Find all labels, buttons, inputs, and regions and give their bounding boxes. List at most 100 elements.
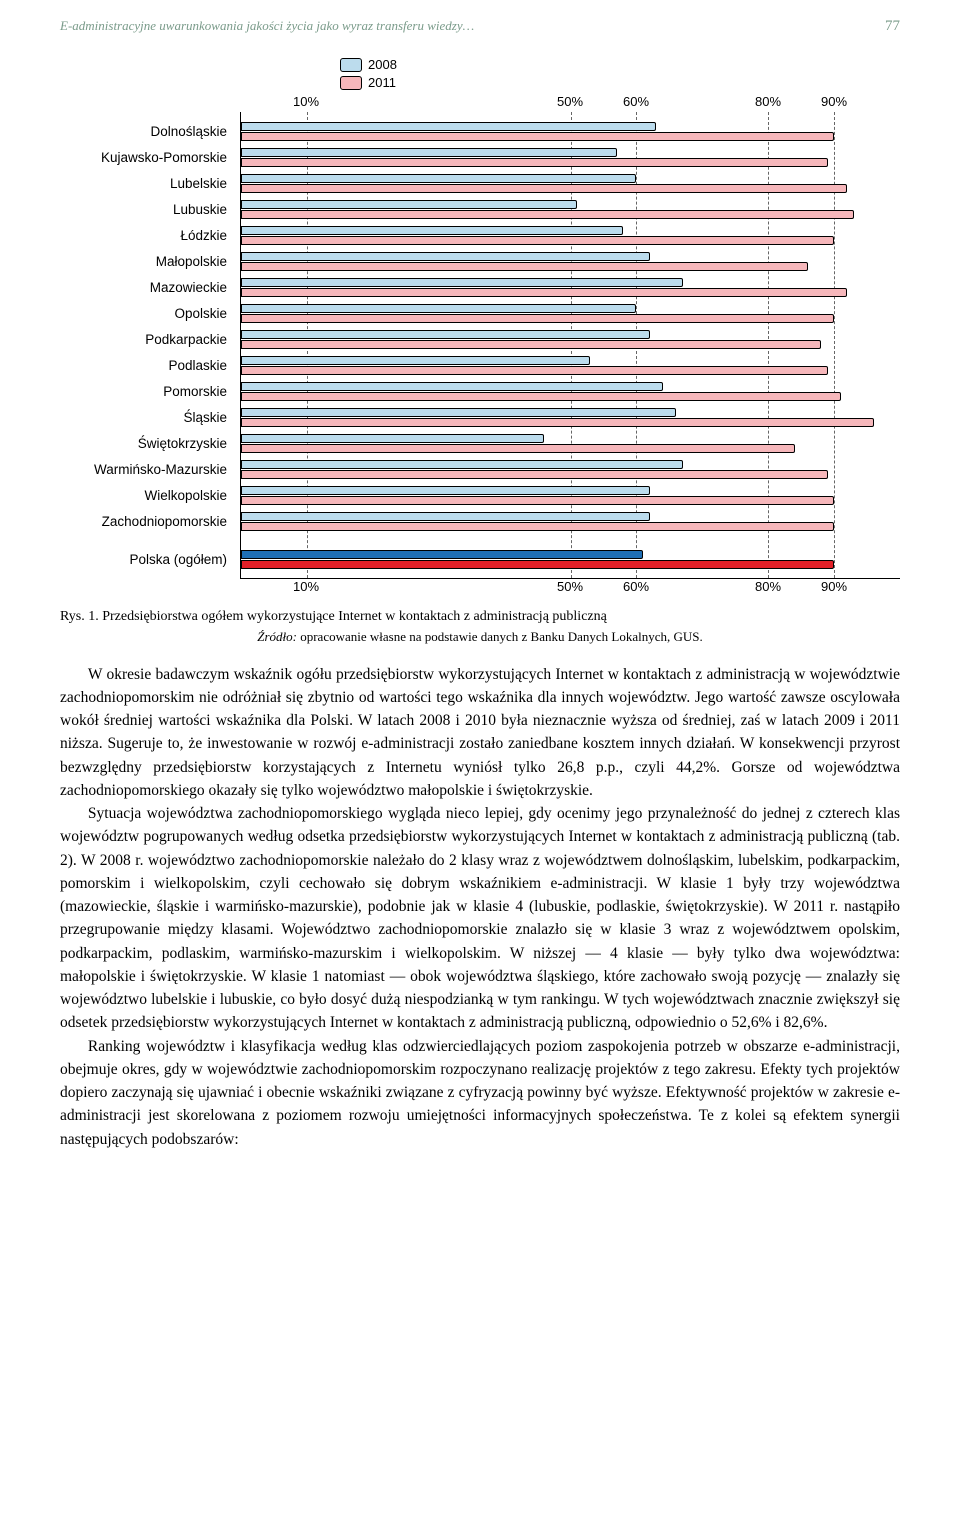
bar-2011 [241, 444, 795, 453]
chart-row: Podkarpackie [241, 326, 900, 352]
chart-row: Opolskie [241, 300, 900, 326]
bar-2011 [241, 262, 808, 271]
bar-2011 [241, 132, 834, 141]
chart-row: Śląskie [241, 404, 900, 430]
chart-row: Lubelskie [241, 170, 900, 196]
chart-body: DolnośląskieKujawsko-PomorskieLubelskieL… [240, 112, 900, 579]
row-label: Pomorskie [55, 384, 235, 399]
paragraph: W okresie badawczym wskaźnik ogółu przed… [60, 663, 900, 803]
axis-tick: 80% [755, 94, 781, 109]
chart-row: Wielkopolskie [241, 482, 900, 508]
axis-top: 10% 50% 60% 80% 90% [240, 94, 900, 112]
bar-2008 [241, 304, 636, 313]
chart-row: Polska (ogółem) [241, 546, 900, 572]
chart-row: Podlaskie [241, 352, 900, 378]
bar-2011 [241, 392, 841, 401]
bar-2008 [241, 408, 676, 417]
bar-2008 [241, 200, 577, 209]
axis-tick: 10% [293, 579, 319, 594]
row-label: Zachodniopomorskie [55, 514, 235, 529]
running-header: E-administracyjne uwarunkowania jakości … [0, 0, 960, 43]
chart-row: Lubuskie [241, 196, 900, 222]
axis-tick: 50% [557, 94, 583, 109]
bar-2011 [241, 340, 821, 349]
legend-label: 2011 [368, 75, 396, 90]
row-label: Podkarpackie [55, 332, 235, 347]
bar-2008 [241, 434, 544, 443]
chart-legend: 2008 2011 [340, 57, 900, 90]
bar-2011 [241, 366, 828, 375]
caption-prefix: Rys. 1. [60, 609, 99, 624]
chart-row: Mazowieckie [241, 274, 900, 300]
legend-item: 2008 [340, 57, 900, 72]
running-title: E-administracyjne uwarunkowania jakości … [60, 18, 865, 34]
row-label: Śląskie [55, 410, 235, 425]
paragraph: Sytuacja województwa zachodniopomorskieg… [60, 802, 900, 1035]
bar-2011 [241, 522, 834, 531]
legend-swatch-2011 [340, 76, 362, 90]
row-label: Kujawsko-Pomorskie [55, 150, 235, 165]
source-label: Źródło: [257, 629, 297, 644]
bar-2008 [241, 356, 590, 365]
bar-2011 [241, 288, 847, 297]
chart-row: Świętokrzyskie [241, 430, 900, 456]
axis-tick: 90% [821, 94, 847, 109]
axis-tick: 60% [623, 94, 649, 109]
bar-2011 [241, 560, 834, 569]
chart-row: Dolnośląskie [241, 118, 900, 144]
figure-caption: Rys. 1. Przedsiębiorstwa ogółem wykorzys… [60, 607, 900, 627]
chart-row: Łódzkie [241, 222, 900, 248]
bar-2008 [241, 226, 623, 235]
bar-2011 [241, 470, 828, 479]
axis-tick: 10% [293, 94, 319, 109]
chart-row: Warmińsko-Mazurskie [241, 456, 900, 482]
chart-row: Zachodniopomorskie [241, 508, 900, 534]
page-number: 77 [885, 18, 900, 35]
bar-2011 [241, 496, 834, 505]
bar-2008 [241, 460, 683, 469]
chart-row: Małopolskie [241, 248, 900, 274]
chart-row: Kujawsko-Pomorskie [241, 144, 900, 170]
caption-text: Przedsiębiorstwa ogółem wykorzystujące I… [102, 609, 607, 624]
legend-label: 2008 [368, 57, 397, 72]
body-text: W okresie badawczym wskaźnik ogółu przed… [60, 663, 900, 1151]
bar-2008 [241, 512, 650, 521]
bar-2008 [241, 278, 683, 287]
row-label: Wielkopolskie [55, 488, 235, 503]
bar-2008 [241, 486, 650, 495]
bar-2011 [241, 418, 874, 427]
bar-2008 [241, 550, 643, 559]
axis-tick: 90% [821, 579, 847, 594]
row-label: Świętokrzyskie [55, 436, 235, 451]
source-text: opracowanie własne na podstawie danych z… [300, 629, 703, 644]
bar-2011 [241, 314, 834, 323]
bar-2011 [241, 236, 834, 245]
row-label: Podlaskie [55, 358, 235, 373]
bar-2011 [241, 184, 847, 193]
bar-2008 [241, 330, 650, 339]
bar-2008 [241, 174, 636, 183]
row-label: Lubelskie [55, 176, 235, 191]
bar-2011 [241, 210, 854, 219]
axis-tick: 50% [557, 579, 583, 594]
row-label: Lubuskie [55, 202, 235, 217]
bar-2008 [241, 122, 656, 131]
row-label: Dolnośląskie [55, 124, 235, 139]
row-label: Opolskie [55, 306, 235, 321]
row-label: Łódzkie [55, 228, 235, 243]
axis-bottom: 10%50%60%80%90% [240, 579, 900, 597]
axis-tick: 80% [755, 579, 781, 594]
bar-2011 [241, 158, 828, 167]
bar-2008 [241, 382, 663, 391]
row-label: Warmińsko-Mazurskie [55, 462, 235, 477]
chart: 2008 2011 10% 50% 60% 80% 90% DolnośląskieKu… [60, 57, 900, 597]
row-label: Polska (ogółem) [55, 552, 235, 567]
chart-row: Pomorskie [241, 378, 900, 404]
paragraph: Ranking województw i klasyfikacja według… [60, 1035, 900, 1151]
legend-item: 2011 [340, 75, 900, 90]
bar-2008 [241, 252, 650, 261]
figure-source: Źródło: opracowanie własne na podstawie … [60, 629, 900, 645]
row-label: Małopolskie [55, 254, 235, 269]
bar-2008 [241, 148, 617, 157]
legend-swatch-2008 [340, 58, 362, 72]
